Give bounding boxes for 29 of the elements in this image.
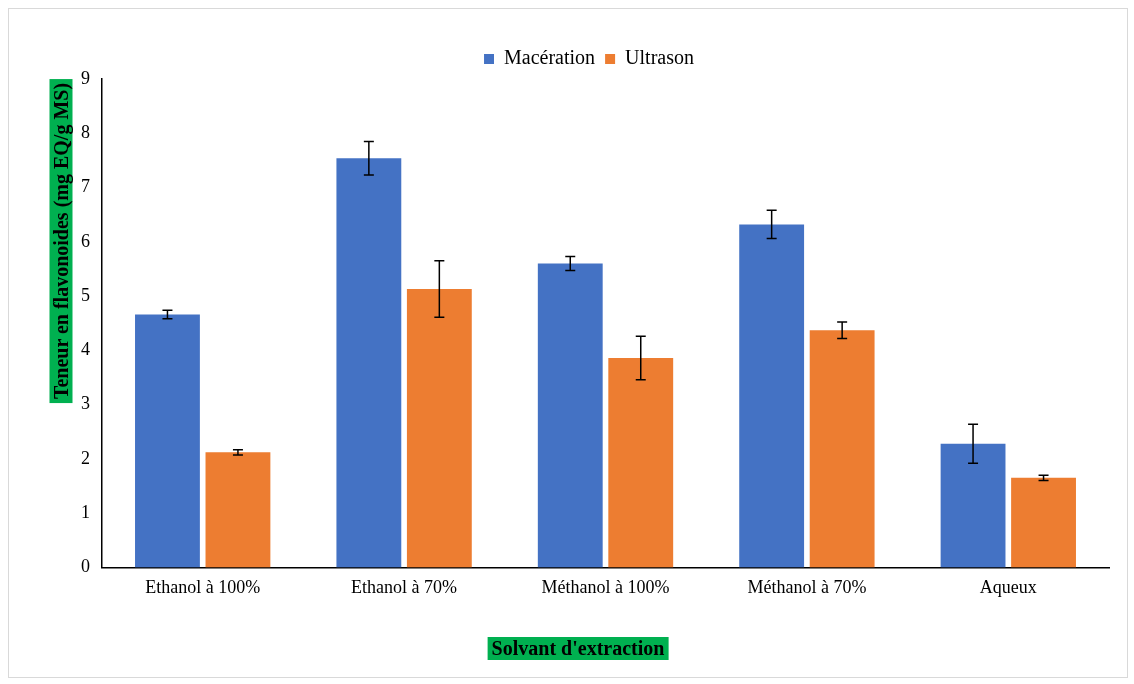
y-tick-label: 2 xyxy=(81,447,90,468)
bar xyxy=(739,224,805,568)
y-tick-label: 9 xyxy=(81,67,90,88)
y-tick-label: 3 xyxy=(81,393,90,414)
legend-label: Macération xyxy=(504,46,596,69)
x-tick-label: Aqueux xyxy=(979,576,1037,597)
x-axis-title: Solvant d'extraction xyxy=(487,637,669,660)
bar xyxy=(406,289,472,568)
bar xyxy=(940,443,1006,568)
bar xyxy=(205,452,271,568)
bar xyxy=(608,357,674,568)
y-tick-label: 1 xyxy=(81,501,90,522)
y-tick-label: 6 xyxy=(81,230,90,251)
x-tick-label: Ethanol à 100% xyxy=(145,576,261,597)
y-tick-label: 8 xyxy=(81,122,90,142)
x-tick-label: Méthanol à 100% xyxy=(541,576,670,597)
y-axis-title: Teneur en flavonoides (mg EQ/g MS) xyxy=(49,78,73,404)
x-tick-label: Méthanol à 70% xyxy=(747,576,867,597)
bar xyxy=(135,314,200,568)
bar xyxy=(809,330,875,568)
bar xyxy=(1011,477,1076,568)
y-tick-label: 4 xyxy=(81,339,90,360)
x-tick-label: Ethanol à 70% xyxy=(351,576,458,597)
legend-label: Ultrason xyxy=(625,46,694,69)
bar xyxy=(336,158,402,568)
y-tick-label: 0 xyxy=(81,556,90,577)
y-tick-label: 5 xyxy=(81,284,90,305)
bar xyxy=(537,263,603,568)
y-tick-label: 7 xyxy=(81,176,90,197)
